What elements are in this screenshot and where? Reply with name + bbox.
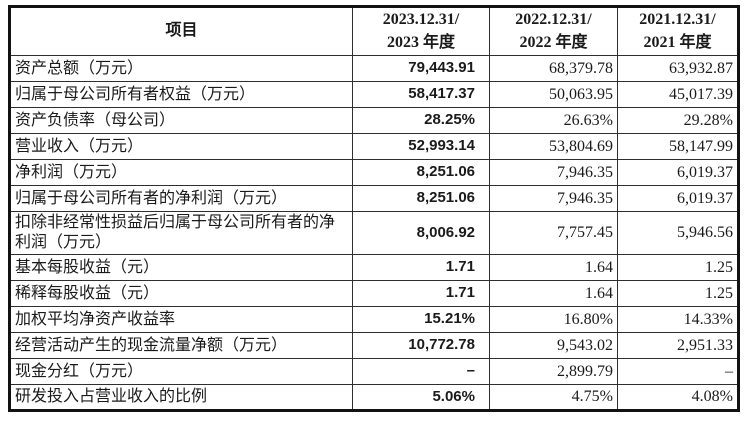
value-2021: 6,019.37	[617, 185, 739, 212]
value-2023: 15.21%	[352, 306, 490, 333]
value-2021: 6,019.37	[617, 159, 739, 186]
table-row: 归属于母公司所有者的净利润（万元） 8,251.06 7,946.35 6,019.3…	[9, 185, 739, 212]
table-row: 现金分红（万元） –2,899.79–	[9, 358, 739, 385]
value-2022: 26.63%	[489, 107, 618, 134]
col-header-2023: 2023.12.31/ 2023 年度	[352, 6, 490, 56]
value-2022: 16.80%	[489, 306, 618, 333]
value-2023: 8,251.06	[352, 159, 490, 186]
table-row: 扣除非经常性损益后归属于母公司所有者的净利润（万元） 8,006.92 7,757.…	[9, 211, 739, 255]
col-header-2022: 2022.12.31/ 2022 年度	[489, 6, 618, 56]
value-2022: 7,757.45	[489, 211, 618, 255]
value-2021: –	[617, 358, 739, 385]
value-2023: 79,443.91	[352, 55, 490, 82]
value-2021: 5,946.56	[617, 211, 739, 255]
row-label: 资产负债率（母公司）	[9, 107, 353, 134]
table-row: 稀释每股收益（元） 1.71 1.64 1.25	[9, 280, 739, 307]
table-row: 资产负债率（母公司） 28.25% 26.63% 29.28%	[9, 107, 739, 134]
financial-summary-table: 项目 2023.12.31/ 2023 年度 2022.12.31/ 2022 …	[8, 5, 740, 412]
value-2021: 2,951.33	[617, 332, 739, 359]
value-2023: 5.06%	[352, 384, 490, 411]
value-2023: 10,772.78	[352, 332, 490, 359]
table-row: 营业收入（万元） 52,993.14 53,804.69 58,147.99	[9, 133, 739, 160]
table-row: 净利润（万元） 8,251.06 7,946.35 6,019.37	[9, 159, 739, 186]
value-2021: 14.33%	[617, 306, 739, 333]
item-header-label: 项目	[165, 22, 198, 40]
value-2021: 63,932.87	[617, 55, 739, 82]
value-2023: 8,006.92	[352, 211, 490, 255]
value-2023: 8,251.06	[352, 185, 490, 212]
row-label: 资产总额（万元）	[9, 55, 353, 82]
value-2021: 1.25	[617, 254, 739, 281]
value-2022: 2,899.79	[489, 358, 618, 385]
col-header-item: 项目	[9, 6, 353, 56]
value-2023: 1.71	[352, 254, 490, 281]
row-label: 基本每股收益（元）	[9, 254, 353, 281]
row-label: 稀释每股收益（元）	[9, 280, 353, 307]
table-row: 研发投入占营业收入的比例 5.06% 4.75% 4.08%	[9, 384, 739, 411]
table-row: 经营活动产生的现金流量净额（万元） 10,772.78 9,543.02 2,951.…	[9, 332, 739, 359]
value-2022: 7,946.35	[489, 159, 618, 186]
value-2021: 45,017.39	[617, 81, 739, 108]
header-row: 项目 2023.12.31/ 2023 年度 2022.12.31/ 2022 …	[9, 6, 739, 56]
table-row: 归属于母公司所有者权益（万元） 58,417.37 50,063.95 45,017.…	[9, 81, 739, 108]
col-header-2021: 2021.12.31/ 2021 年度	[617, 6, 739, 56]
value-2022: 4.75%	[489, 384, 618, 411]
table-row: 加权平均净资产收益率 15.21% 16.80% 14.33%	[9, 306, 739, 333]
value-2022: 1.64	[489, 254, 618, 281]
value-2023: 1.71	[352, 280, 490, 307]
row-label: 营业收入（万元）	[9, 133, 353, 160]
value-2023: 52,993.14	[352, 133, 490, 160]
value-2021: 4.08%	[617, 384, 739, 411]
row-label: 加权平均净资产收益率	[9, 306, 353, 333]
row-label: 研发投入占营业收入的比例	[9, 384, 353, 411]
value-2021: 1.25	[617, 280, 739, 307]
row-label: 归属于母公司所有者权益（万元）	[9, 81, 353, 108]
table-body: 资产总额（万元） 79,443.91 68,379.78 63,932.87 归属于母公…	[9, 55, 739, 411]
value-2022: 7,946.35	[489, 185, 618, 212]
value-2023: –	[352, 358, 490, 385]
row-label: 归属于母公司所有者的净利润（万元）	[9, 185, 353, 212]
value-2021: 29.28%	[617, 107, 739, 134]
value-2022: 53,804.69	[489, 133, 618, 160]
value-2022: 68,379.78	[489, 55, 618, 82]
row-label: 现金分红（万元）	[9, 358, 353, 385]
table-row: 资产总额（万元） 79,443.91 68,379.78 63,932.87	[9, 55, 739, 82]
row-label: 经营活动产生的现金流量净额（万元）	[9, 332, 353, 359]
value-2023: 58,417.37	[352, 81, 490, 108]
value-2022: 9,543.02	[489, 332, 618, 359]
value-2022: 1.64	[489, 280, 618, 307]
row-label: 扣除非经常性损益后归属于母公司所有者的净利润（万元）	[9, 211, 353, 255]
value-2023: 28.25%	[352, 107, 490, 134]
value-2022: 50,063.95	[489, 81, 618, 108]
row-label: 净利润（万元）	[9, 159, 353, 186]
table-row: 基本每股收益（元） 1.71 1.64 1.25	[9, 254, 739, 281]
value-2021: 58,147.99	[617, 133, 739, 160]
